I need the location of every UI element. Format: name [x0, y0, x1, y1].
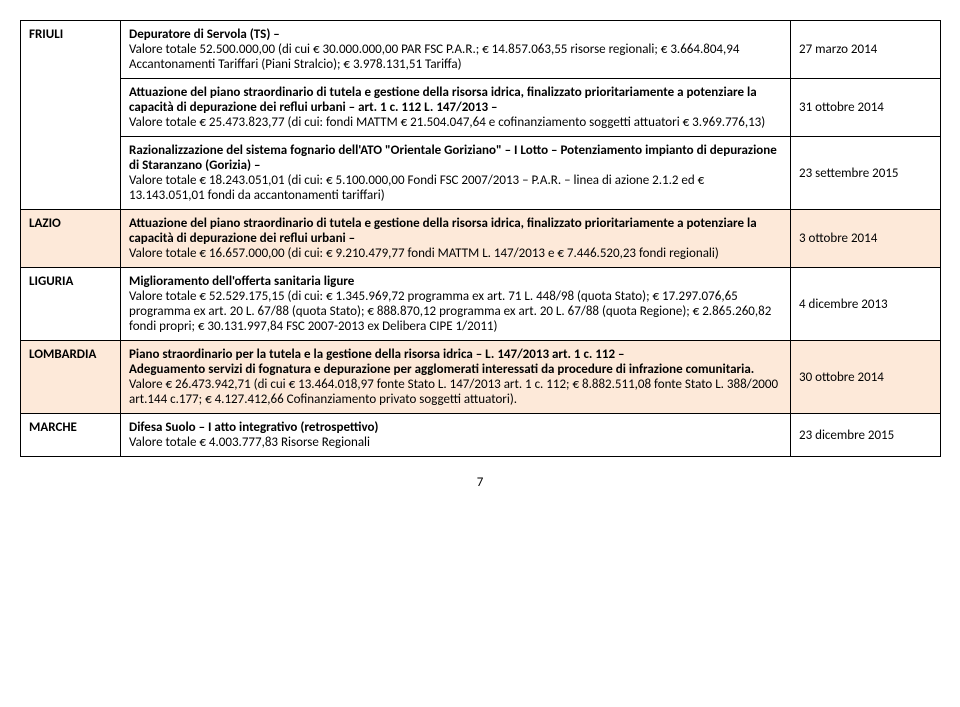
item-title: Piano straordinario per la tutela e la g…: [129, 347, 782, 362]
date-cell: 27 marzo 2014: [791, 21, 941, 79]
page-number: 7: [20, 475, 940, 490]
date-cell: 30 ottobre 2014: [791, 341, 941, 414]
region-cell: LIGURIA: [21, 268, 121, 341]
date-cell: 23 settembre 2015: [791, 137, 941, 210]
item-title: Difesa Suolo – I atto integrativo (retro…: [129, 420, 782, 435]
region-name: LOMBARDIA: [29, 347, 96, 362]
region-name: FRIULI: [29, 27, 63, 42]
item-title2: Adeguamento servizi di fognatura e depur…: [129, 362, 782, 377]
region-cell: FRIULI: [21, 21, 121, 210]
item-body: Valore totale 52.500.000,00 (di cui € 30…: [129, 42, 782, 72]
regions-table: FRIULI Depuratore di Servola (TS) – Valo…: [20, 20, 941, 457]
date-cell: 31 ottobre 2014: [791, 79, 941, 137]
region-cell: LOMBARDIA: [21, 341, 121, 414]
region-name: MARCHE: [29, 420, 77, 435]
item-body: Valore € 26.473.942,71 (di cui € 13.464.…: [129, 377, 782, 407]
region-name: LAZIO: [29, 216, 61, 231]
item-title: Razionalizzazione del sistema fognario d…: [129, 143, 782, 173]
desc-cell: Miglioramento dell'offerta sanitaria lig…: [121, 268, 791, 341]
region-name: LIGURIA: [29, 274, 73, 289]
region-cell: LAZIO: [21, 210, 121, 268]
desc-cell: Attuazione del piano straordinario di tu…: [121, 79, 791, 137]
desc-cell: Attuazione del piano straordinario di tu…: [121, 210, 791, 268]
desc-cell: Piano straordinario per la tutela e la g…: [121, 341, 791, 414]
item-title: Depuratore di Servola (TS) –: [129, 27, 782, 42]
desc-cell: Difesa Suolo – I atto integrativo (retro…: [121, 414, 791, 457]
date-cell: 3 ottobre 2014: [791, 210, 941, 268]
region-cell: MARCHE: [21, 414, 121, 457]
item-body: Valore totale € 16.657.000,00 (di cui: €…: [129, 246, 782, 261]
desc-cell: Depuratore di Servola (TS) – Valore tota…: [121, 21, 791, 79]
item-body: Valore totale € 52.529.175,15 (di cui: €…: [129, 289, 782, 334]
item-title: Attuazione del piano straordinario di tu…: [129, 85, 782, 115]
item-body: Valore totale € 4.003.777,83 Risorse Reg…: [129, 435, 782, 450]
item-title: Attuazione del piano straordinario di tu…: [129, 216, 782, 246]
item-body: Valore totale € 18.243.051,01 (di cui: €…: [129, 173, 782, 203]
item-body: Valore totale € 25.473.823,77 (di cui: f…: [129, 115, 782, 130]
item-title: Miglioramento dell'offerta sanitaria lig…: [129, 274, 782, 289]
desc-cell: Razionalizzazione del sistema fognario d…: [121, 137, 791, 210]
date-cell: 23 dicembre 2015: [791, 414, 941, 457]
date-cell: 4 dicembre 2013: [791, 268, 941, 341]
